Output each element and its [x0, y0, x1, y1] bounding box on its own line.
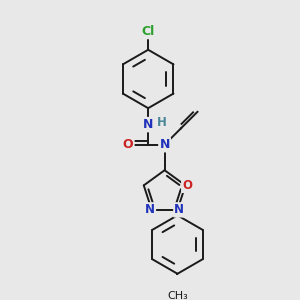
Text: CH₃: CH₃	[167, 291, 188, 300]
Text: Cl: Cl	[142, 25, 155, 38]
Text: O: O	[123, 138, 134, 151]
Text: H: H	[156, 116, 166, 129]
Text: O: O	[182, 179, 192, 192]
Text: N: N	[145, 203, 155, 216]
Text: N: N	[143, 118, 153, 131]
Text: N: N	[159, 138, 170, 151]
Text: N: N	[174, 203, 184, 216]
